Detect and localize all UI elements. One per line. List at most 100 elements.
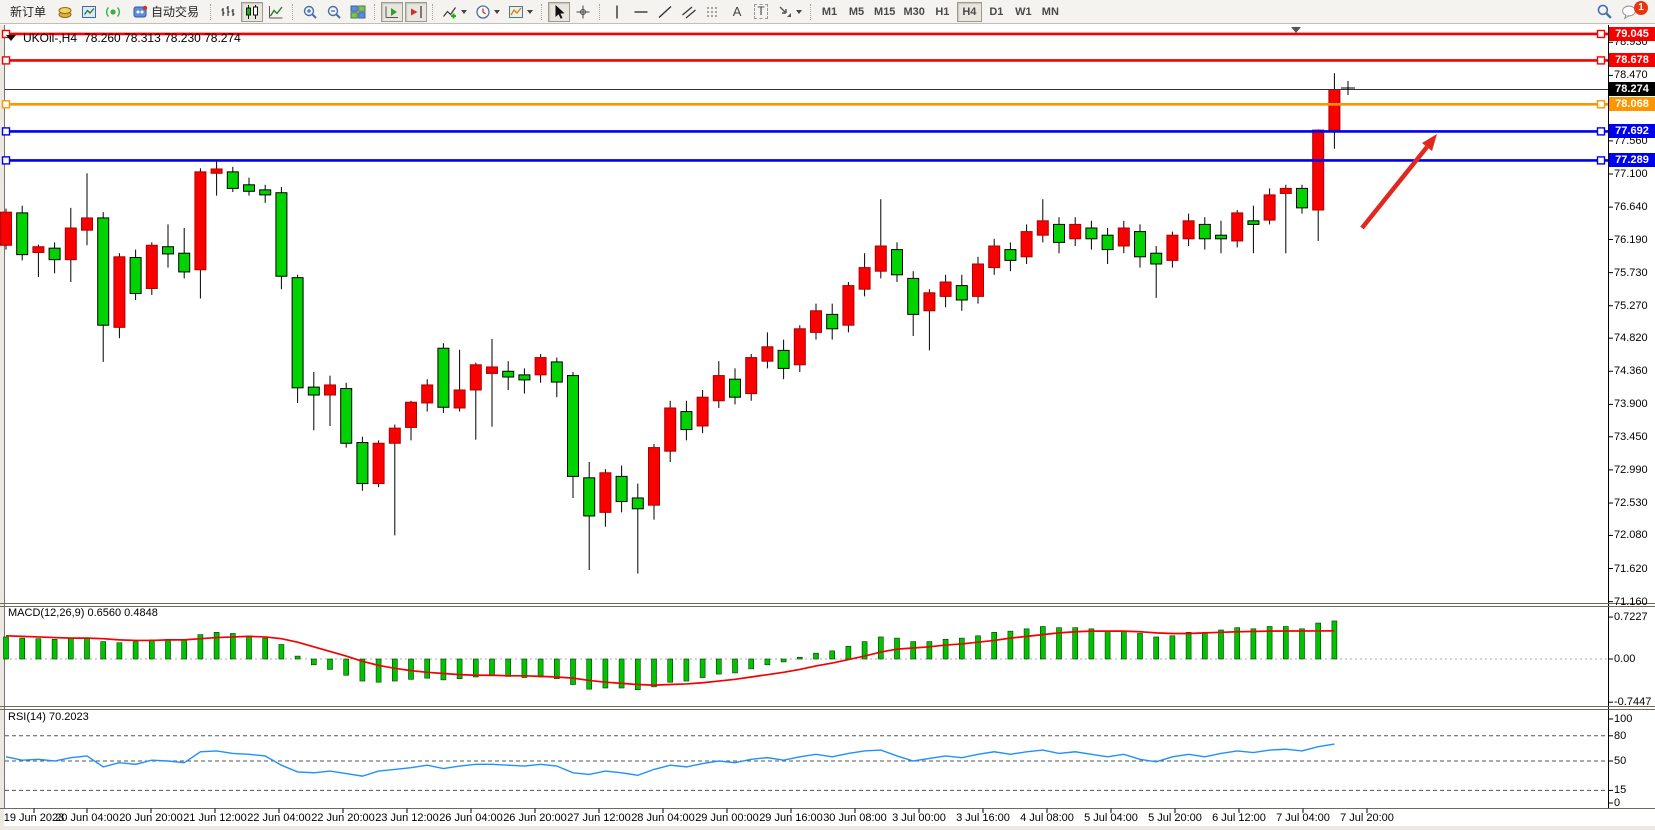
vertical-line-button[interactable] (606, 2, 628, 22)
macd-bar (1315, 622, 1321, 660)
tile-windows-button[interactable] (347, 2, 369, 22)
text-tool-glyph: A (732, 4, 742, 19)
macd-bar (1283, 626, 1289, 660)
candle-up (194, 171, 207, 271)
timeframe-m5-button[interactable]: M5 (844, 2, 869, 22)
bar-chart-button[interactable] (217, 2, 239, 22)
candle-up (64, 227, 77, 261)
templates-button[interactable] (505, 2, 536, 22)
equidistant-channel-button[interactable] (678, 2, 700, 22)
chat-button[interactable]: 1 (1618, 0, 1648, 22)
new-order-button[interactable]: 新订单 (4, 2, 52, 22)
macd-bar (149, 639, 155, 660)
candle-down (48, 247, 61, 261)
macd-bar (1121, 630, 1127, 660)
current-price-tag: 78.274 (1609, 82, 1655, 97)
macd-bar (1202, 632, 1208, 660)
candle-up (874, 245, 887, 272)
search-button[interactable] (1593, 2, 1616, 22)
trendline-button[interactable] (654, 2, 676, 22)
timeframe-m15-button[interactable]: M15 (871, 2, 898, 22)
candle-up (372, 442, 385, 485)
macd-bar (634, 658, 641, 691)
horizontal-line-button[interactable] (630, 2, 652, 22)
macd-bar (327, 658, 333, 670)
crosshair-button[interactable] (572, 2, 594, 22)
candle-up (939, 281, 952, 297)
macd-bar (1266, 626, 1273, 660)
macd-bar (51, 638, 58, 660)
candlestick-chart-button[interactable] (241, 1, 264, 22)
candle-down (955, 285, 968, 301)
timeframe-d1-button[interactable]: D1 (984, 2, 1009, 22)
indicators-dropdown-caret (461, 9, 468, 14)
candle-down (1215, 234, 1227, 240)
candle-up (1279, 187, 1292, 194)
macd-bar (942, 638, 949, 660)
shapes-button[interactable] (774, 2, 805, 22)
timeframe-h4-button[interactable]: H4 (956, 1, 982, 22)
auto-scroll-button[interactable] (381, 1, 404, 22)
macd-bar (845, 645, 852, 660)
candle-up (469, 364, 482, 391)
macd-bar (570, 658, 576, 685)
time-axis-label: 21 Jun 12:00 (183, 812, 247, 824)
cursor-button[interactable] (548, 1, 571, 22)
chart-shift-button[interactable] (405, 1, 428, 22)
candle-down (275, 192, 288, 277)
trendline-icon (658, 5, 672, 18)
candlestick-chart-icon (246, 4, 259, 19)
fibonacci-button[interactable] (702, 2, 724, 22)
time-axis-label: 20 Jun 04:00 (55, 812, 119, 824)
macd-bar (991, 632, 998, 660)
time-axis-label: 19 Jun 2023 (3, 812, 65, 824)
macd-bar (618, 658, 625, 689)
macd-bar (1104, 630, 1111, 660)
macd-bar (1153, 636, 1159, 660)
timeframe-m30-button[interactable]: M30 (900, 2, 927, 22)
macd-bar (375, 658, 382, 683)
macd-bar (829, 650, 836, 660)
rsi-tick-label: 15 (1614, 784, 1627, 797)
text-label-button[interactable]: T (750, 2, 772, 22)
timeframe-h1-button[interactable]: H1 (930, 2, 955, 22)
periods-button[interactable] (472, 2, 503, 22)
candle-down (437, 347, 450, 408)
text-tool-button[interactable]: A (726, 2, 748, 22)
macd-bar (1040, 626, 1046, 660)
zoom-in-button[interactable] (299, 2, 321, 22)
time-axis-label: 22 Jun 20:00 (311, 812, 375, 824)
timeframe-w1-button[interactable]: W1 (1011, 2, 1036, 22)
zoom-out-button[interactable] (323, 2, 345, 22)
macd-bar (213, 632, 220, 660)
time-axis-label: 5 Jul 04:00 (1084, 812, 1138, 824)
symbol-list-icon[interactable] (6, 35, 16, 41)
macd-bar (440, 658, 447, 681)
candle-up (1036, 220, 1049, 236)
candle-up (1117, 227, 1130, 247)
auto-trading-button[interactable]: 自动交易 (126, 2, 205, 22)
macd-bar (116, 642, 123, 660)
candle-up (972, 263, 984, 297)
timeframe-m1-button[interactable]: M1 (817, 2, 842, 22)
chart-shift-marker[interactable] (1291, 27, 1301, 33)
toolbar-separator (599, 3, 601, 20)
macd-bar (1056, 627, 1062, 660)
line-chart-button[interactable] (265, 2, 287, 22)
gold-coins-icon[interactable] (54, 2, 76, 22)
candle-up (696, 396, 709, 427)
indicators-button[interactable] (439, 2, 470, 22)
crosshair-icon (576, 5, 590, 18)
candlestick-series (0, 73, 1341, 574)
periods-dropdown-caret (494, 9, 501, 14)
candle-down (1134, 231, 1146, 258)
price-line-tag: 79.045 (1609, 26, 1655, 41)
macd-bar (424, 658, 431, 679)
toolbar-separator (810, 3, 812, 20)
signal-icon[interactable] (102, 2, 124, 22)
chart-window-icon[interactable] (78, 2, 100, 22)
timeframe-mn-button[interactable]: MN (1038, 2, 1063, 22)
toolbar-separator (541, 3, 543, 20)
candle-up (0, 211, 12, 246)
